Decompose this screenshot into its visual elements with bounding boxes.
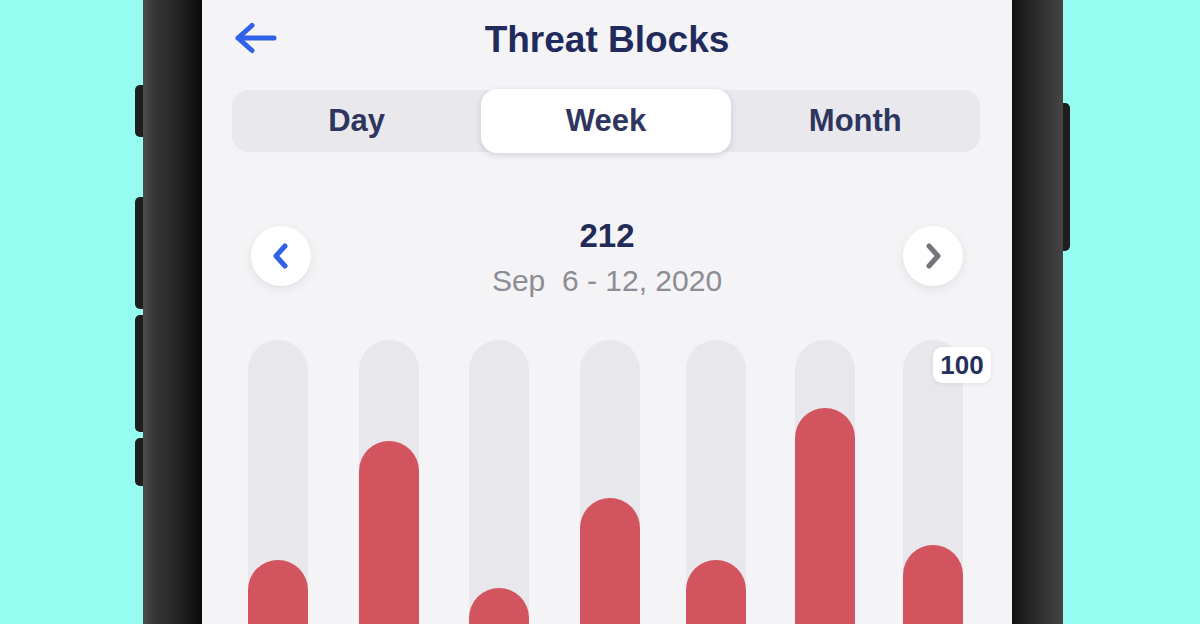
chart-bar-fill <box>686 560 746 624</box>
threat-blocks-chart <box>202 0 1012 624</box>
chart-bar-track <box>248 340 308 624</box>
chart-bar-track <box>795 340 855 624</box>
chart-bar-fill <box>469 588 529 624</box>
stage: Threat Blocks Day Week Month 212 Sep 6 -… <box>0 0 1200 624</box>
y-axis-max-label: 100 <box>933 347 991 383</box>
chart-bar-fill <box>795 408 855 624</box>
chart-bar-fill <box>903 545 963 624</box>
chart-bar-fill <box>580 498 640 624</box>
chart-bar-track <box>359 340 419 624</box>
phone-screen: Threat Blocks Day Week Month 212 Sep 6 -… <box>202 0 1012 624</box>
chart-bar-fill <box>359 441 419 624</box>
chart-bar-fill <box>248 560 308 624</box>
chart-bar-track <box>469 340 529 624</box>
chart-bar-track <box>580 340 640 624</box>
chart-bar-track <box>686 340 746 624</box>
